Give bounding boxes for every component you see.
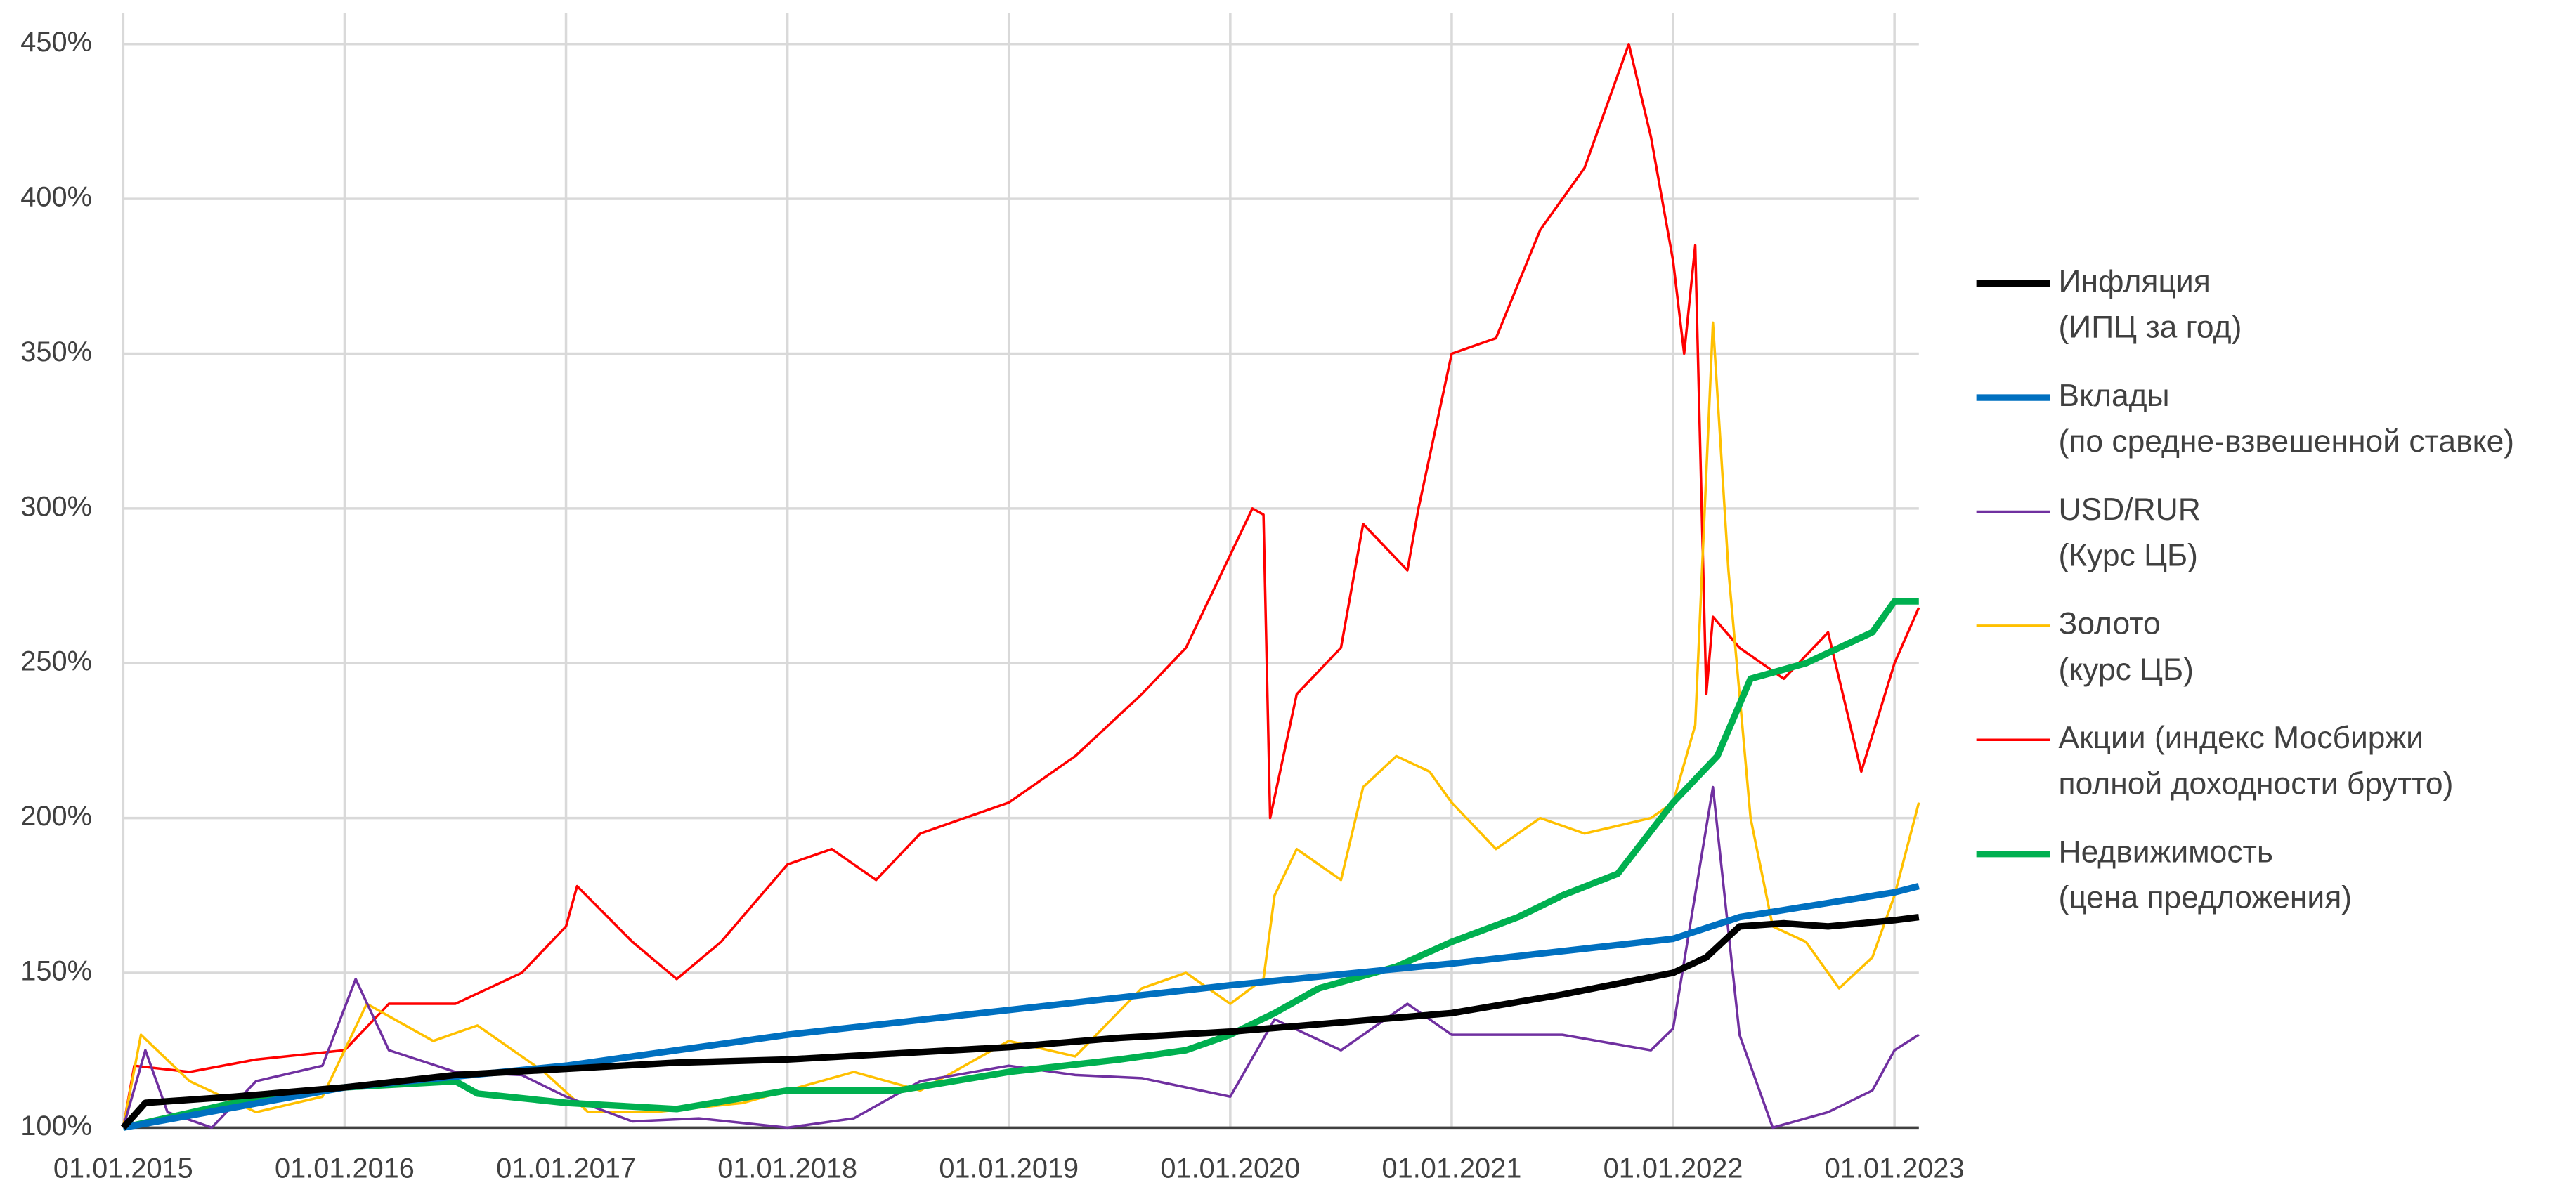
y-tick-label: 400% bbox=[20, 182, 92, 213]
x-tick-label: 01.01.2017 bbox=[496, 1153, 636, 1184]
y-tick-label: 250% bbox=[20, 646, 92, 677]
series-line bbox=[120, 914, 1920, 1130]
legend-label: (Курс ЦБ) bbox=[2059, 539, 2198, 573]
x-tick-label: 01.01.2021 bbox=[1382, 1153, 1522, 1184]
series-line bbox=[122, 321, 1920, 1128]
legend-label: Акции (индекс Мосбиржи bbox=[2059, 721, 2424, 755]
legend-label: (цена предложения) bbox=[2059, 881, 2353, 915]
x-tick-label: 01.01.2023 bbox=[1825, 1153, 1965, 1184]
y-tick-label: 450% bbox=[20, 27, 92, 58]
legend-label: (ИПЦ за год) bbox=[2059, 310, 2242, 345]
legend-label: (по средне-взвешенной ставке) bbox=[2059, 424, 2515, 459]
legend-label: Вклады bbox=[2059, 379, 2170, 413]
legend-label: Золото bbox=[2059, 607, 2161, 641]
x-tick-label: 01.01.2015 bbox=[53, 1153, 193, 1184]
legend-label: Инфляция bbox=[2059, 264, 2211, 299]
y-tick-label: 150% bbox=[20, 955, 92, 986]
x-tick-label: 01.01.2016 bbox=[275, 1153, 415, 1184]
series-line bbox=[122, 883, 1920, 1131]
x-tick-label: 01.01.2019 bbox=[939, 1153, 1079, 1184]
legend-label: полной доходности брутто) bbox=[2059, 766, 2454, 801]
y-tick-label: 300% bbox=[20, 491, 92, 522]
x-tick-label: 01.01.2020 bbox=[1160, 1153, 1300, 1184]
legend-label: Недвижимость bbox=[2059, 834, 2273, 869]
y-tick-label: 350% bbox=[20, 336, 92, 367]
y-tick-label: 100% bbox=[20, 1111, 92, 1141]
series-line bbox=[122, 598, 1919, 1131]
series-line bbox=[122, 42, 1920, 1128]
x-tick-label: 01.01.2022 bbox=[1604, 1153, 1743, 1184]
legend-label: USD/RUR bbox=[2059, 492, 2201, 527]
y-tick-label: 200% bbox=[20, 801, 92, 832]
x-tick-label: 01.01.2018 bbox=[717, 1153, 857, 1184]
legend-label: (курс ЦБ) bbox=[2059, 653, 2194, 687]
